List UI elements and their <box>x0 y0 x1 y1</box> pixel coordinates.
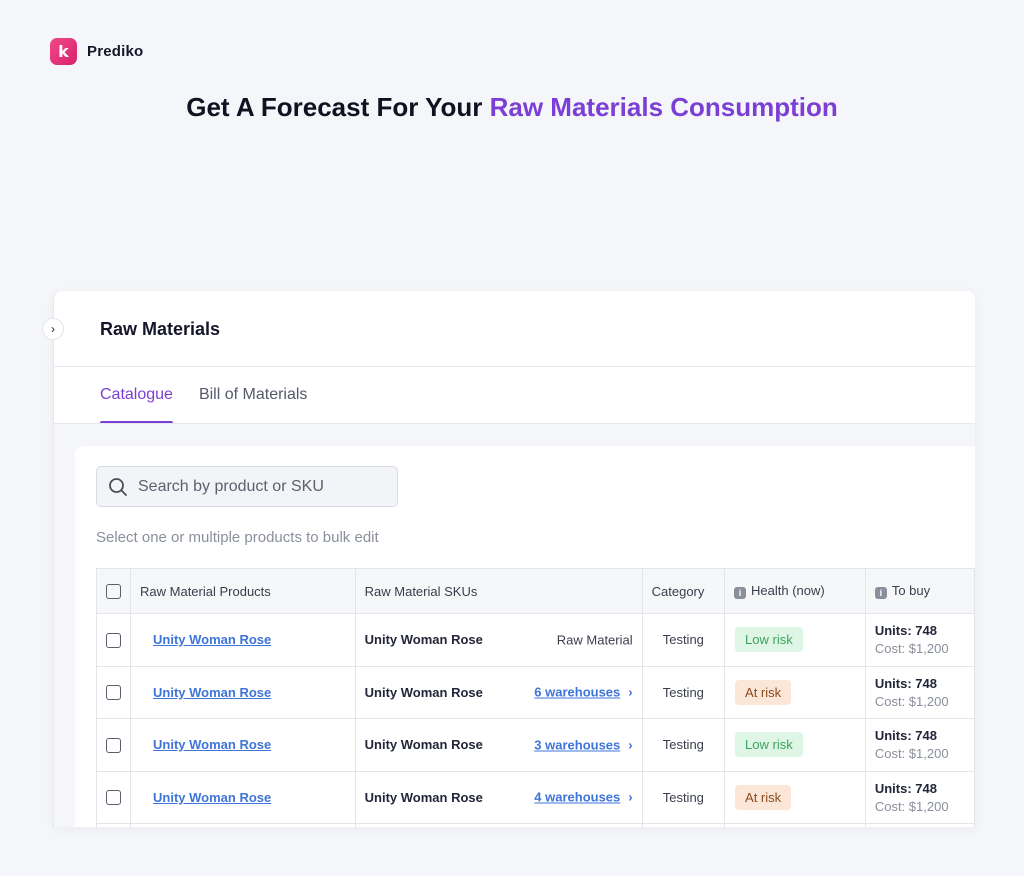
tab-bar: Catalogue Bill of Materials <box>100 367 307 424</box>
header-divider <box>54 366 975 367</box>
table-row-partial <box>95 823 975 827</box>
raw-materials-table: Raw Material Products Raw Material SKUs … <box>95 568 975 827</box>
chevron-right-icon[interactable]: › <box>628 789 633 805</box>
product-link[interactable]: Unity Woman Rose <box>153 737 272 753</box>
catalogue-card: Select one or multiple products to bulk … <box>75 446 975 827</box>
row-checkbox[interactable] <box>106 632 121 648</box>
sku-name: Unity Woman Rose <box>364 789 483 805</box>
cost-value: Cost: $1,200 <box>874 746 949 762</box>
tab-bill-of-materials[interactable]: Bill of Materials <box>198 386 308 403</box>
status-badge: At risk <box>735 679 792 705</box>
sku-name: Unity Woman Rose <box>364 737 483 753</box>
product-link[interactable]: Unity Woman Rose <box>153 632 272 648</box>
brand[interactable]: k Prediko <box>50 38 143 65</box>
row-checkbox[interactable] <box>106 685 121 701</box>
search-box[interactable] <box>96 466 398 507</box>
bulk-edit-hint: Select one or multiple products to bulk … <box>96 529 379 546</box>
col-header-health-label: Health (now) <box>751 583 825 598</box>
units-value: Units: 748 <box>874 728 937 744</box>
sku-name: Unity Woman Rose <box>364 632 483 648</box>
cost-value: Cost: $1,200 <box>874 798 949 814</box>
col-header-skus[interactable]: Raw Material SKUs <box>354 568 643 614</box>
search-icon <box>109 477 127 496</box>
chevron-right-icon[interactable]: › <box>628 684 633 700</box>
warehouses-link[interactable]: 3 warehouses <box>534 737 621 753</box>
page-headline: Get A Forecast For Your Raw Materials Co… <box>0 92 1024 123</box>
status-badge: Low risk <box>735 732 803 758</box>
headline-accent: Raw Materials Consumption <box>489 92 838 122</box>
warehouses-link[interactable]: 4 warehouses <box>534 789 621 805</box>
select-all-checkbox[interactable] <box>106 584 121 600</box>
tabs-divider <box>54 423 975 424</box>
chevron-right-icon[interactable]: › <box>628 737 633 753</box>
brand-name: Prediko <box>87 43 144 60</box>
table-row[interactable]: Unity Woman Rose Unity Woman Rose 6 ware… <box>95 665 975 719</box>
sku-type-label: Raw Material <box>556 632 633 648</box>
table-header-row: Raw Material Products Raw Material SKUs … <box>95 568 975 614</box>
category-cell: Testing <box>641 770 726 824</box>
units-value: Units: 748 <box>874 780 937 796</box>
col-header-category[interactable]: Category <box>641 568 726 614</box>
col-header-products[interactable]: Raw Material Products <box>130 568 356 614</box>
col-header-tobuy-label: To buy <box>891 583 931 598</box>
headline-prefix: Get A Forecast For Your <box>186 92 490 122</box>
category-cell: Testing <box>641 718 726 772</box>
raw-materials-panel: Raw Materials Catalogue Bill of Material… <box>53 291 975 827</box>
table-row[interactable]: Unity Woman Rose Unity Woman Rose Raw Ma… <box>95 613 975 667</box>
product-link[interactable]: Unity Woman Rose <box>153 789 272 805</box>
warehouses-link[interactable]: 6 warehouses <box>534 684 621 700</box>
category-cell: Testing <box>641 613 726 667</box>
col-header-tobuy[interactable]: i To buy <box>864 568 975 614</box>
cost-value: Cost: $1,200 <box>874 641 949 657</box>
sidebar-toggle-chevron-right-icon[interactable]: › <box>42 318 64 340</box>
info-icon[interactable]: i <box>874 587 887 599</box>
info-icon[interactable]: i <box>734 587 747 599</box>
units-value: Units: 748 <box>874 623 937 639</box>
row-checkbox[interactable] <box>106 790 121 806</box>
row-checkbox[interactable] <box>106 737 121 753</box>
page-title: Raw Materials <box>100 319 221 339</box>
table-row[interactable]: Unity Woman Rose Unity Woman Rose 4 ware… <box>95 770 975 824</box>
product-link[interactable]: Unity Woman Rose <box>153 684 272 700</box>
prediko-logo-icon: k <box>50 38 77 65</box>
tab-catalogue[interactable]: Catalogue <box>100 367 173 424</box>
status-badge: At risk <box>735 784 792 810</box>
table-row[interactable]: Unity Woman Rose Unity Woman Rose 3 ware… <box>95 718 975 772</box>
select-all-cell <box>95 568 132 614</box>
category-cell: Testing <box>641 665 726 719</box>
search-input[interactable] <box>138 477 378 496</box>
col-header-health[interactable]: i Health (now) <box>724 568 866 614</box>
sku-name: Unity Woman Rose <box>364 684 483 700</box>
units-value: Units: 748 <box>874 675 937 691</box>
cost-value: Cost: $1,200 <box>874 693 949 709</box>
status-badge: Low risk <box>735 627 803 653</box>
